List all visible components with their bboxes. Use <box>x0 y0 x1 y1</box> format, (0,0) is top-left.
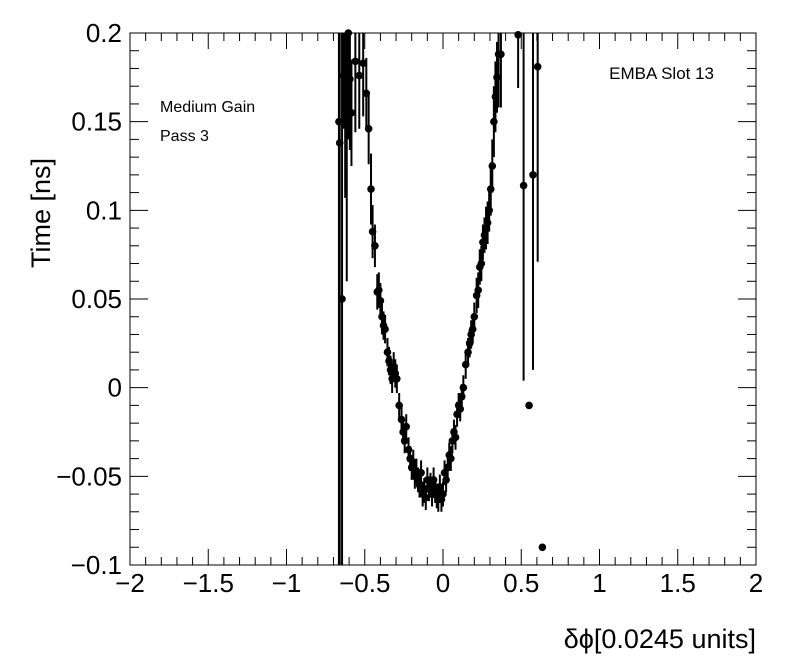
data-point <box>371 224 379 268</box>
marker <box>447 454 455 463</box>
marker <box>404 445 413 454</box>
x-tick-label: −0.5 <box>339 568 390 598</box>
data-point <box>439 481 447 507</box>
marker <box>364 124 373 133</box>
x-tick-label: 2 <box>749 568 763 598</box>
marker <box>457 392 466 401</box>
marker <box>459 383 468 392</box>
data-point <box>447 446 455 472</box>
data-point <box>367 153 375 225</box>
marker <box>421 493 430 502</box>
y-tick-label: −0.05 <box>56 461 122 491</box>
data-point <box>355 33 364 129</box>
axis-ticks <box>129 32 757 566</box>
marker <box>402 422 411 431</box>
marker <box>488 162 497 170</box>
marker <box>474 286 483 294</box>
marker <box>381 325 389 333</box>
marker <box>486 185 495 193</box>
marker <box>442 476 450 484</box>
data-point <box>474 272 483 308</box>
x-axis-title: δϕ[0.0245 units] <box>564 624 756 654</box>
marker <box>451 433 460 442</box>
x-tick-label: −1 <box>272 568 302 598</box>
data-point <box>402 414 411 440</box>
marker <box>376 296 385 305</box>
y-tick-label: 0.05 <box>71 284 122 314</box>
marker <box>429 476 438 484</box>
marker <box>464 348 472 357</box>
marker <box>347 109 356 117</box>
data-point <box>533 33 542 262</box>
x-tick-label: 0 <box>436 568 450 598</box>
marker <box>393 375 401 383</box>
marker <box>525 401 533 410</box>
marker <box>490 117 498 126</box>
data-point <box>525 401 533 410</box>
data-point <box>451 424 460 450</box>
data-point <box>338 33 346 565</box>
marker <box>470 312 479 321</box>
y-tick-labels: −0.1 −0.05 0 0.05 0.1 0.15 0.2 <box>56 18 122 580</box>
y-tick-label: 0 <box>108 373 122 403</box>
x-tick-labels: −2 −1.5 −1 −0.5 0 0.5 1 1.5 2 <box>115 568 763 598</box>
x-tick-label: −2 <box>115 568 145 598</box>
data-point <box>417 460 425 486</box>
marker <box>346 75 354 83</box>
y-tick-label: 0.1 <box>86 195 122 225</box>
marker <box>493 73 501 82</box>
gain-annotation: Medium Gain <box>160 99 255 116</box>
slot-annotation: EMBA Slot 13 <box>609 64 714 83</box>
marker <box>485 206 493 215</box>
data-point <box>497 33 505 108</box>
marker <box>375 286 383 294</box>
marker <box>359 59 367 67</box>
marker <box>529 171 537 179</box>
x-tick-label: −1.5 <box>183 568 234 598</box>
marker <box>397 415 406 424</box>
marker <box>383 348 392 357</box>
x-tick-label: 0.5 <box>503 568 539 598</box>
marker <box>355 71 364 80</box>
data-point <box>538 543 547 552</box>
data-point <box>477 245 486 282</box>
y-axis-title: Time [ns] <box>26 158 56 268</box>
data-point <box>529 33 537 370</box>
y-tick-label: −0.1 <box>71 550 122 580</box>
data-point <box>459 375 468 401</box>
marker <box>538 543 547 552</box>
x-tick-label: 1 <box>592 568 606 598</box>
data-point <box>351 33 360 133</box>
data-point <box>364 93 373 165</box>
marker <box>417 468 425 477</box>
marker <box>439 490 447 498</box>
marker <box>367 185 375 193</box>
y-tick-label: 0.15 <box>71 107 122 137</box>
data-layer <box>335 29 547 565</box>
data-point <box>519 33 528 381</box>
marker <box>483 218 492 227</box>
marker <box>371 242 379 250</box>
marker <box>400 437 409 445</box>
marker <box>338 295 346 303</box>
data-point <box>470 302 479 331</box>
data-point <box>347 59 356 166</box>
marker <box>351 57 360 66</box>
data-point <box>381 314 389 344</box>
data-point <box>359 33 367 117</box>
marker <box>519 181 528 190</box>
marker <box>468 325 477 333</box>
marker <box>477 259 486 268</box>
pass-annotation: Pass 3 <box>160 128 209 145</box>
marker <box>497 50 505 59</box>
x-tick-label: 1.5 <box>660 568 696 598</box>
y-tick-label: 0.2 <box>86 18 122 48</box>
marker <box>533 62 542 71</box>
data-point <box>488 139 497 193</box>
data-point <box>393 364 401 393</box>
marker <box>456 405 465 413</box>
